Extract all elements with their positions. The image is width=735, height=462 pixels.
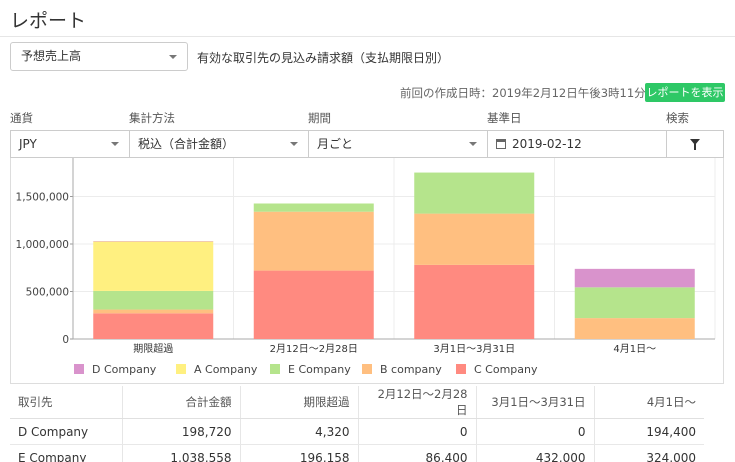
bar-segment	[574, 268, 695, 288]
bar-segment	[414, 264, 535, 339]
generated-time: 前回の作成日時：2019年2月12日午後3時11分	[400, 86, 646, 100]
page-title: レポート	[10, 10, 87, 32]
show-report-button[interactable]: レポートを表示	[645, 83, 725, 102]
legend-swatch	[456, 364, 466, 374]
stacked-bar-chart: 0 500,000 1,000,000 1,500,000 期限超過 2月12日〜2月28…	[16, 158, 716, 355]
chevron-down-icon	[290, 142, 298, 146]
x-tick-label: 3月1日〜3月31日	[433, 343, 515, 355]
legend-label: B company	[380, 363, 442, 376]
currency-select[interactable]: JPY	[10, 130, 130, 158]
chevron-down-icon	[169, 55, 177, 59]
y-tick-label: 500,000	[26, 287, 69, 299]
legend-item[interactable]: D Company	[74, 363, 156, 376]
x-tick-label: 4月1日〜	[613, 343, 656, 355]
table-cell: D Company	[10, 418, 123, 445]
report-select-value: 予想売上高	[21, 49, 82, 63]
currency-label: 通貨	[10, 111, 33, 125]
table-cell: 194,400	[594, 418, 704, 445]
method-value: 税込（合計金額）	[138, 137, 235, 151]
table-cell: 432,000	[476, 444, 595, 462]
search-label: 検索	[666, 111, 689, 125]
bar-segment	[253, 211, 374, 271]
legend-label: D Company	[92, 363, 157, 376]
title-divider	[0, 36, 735, 37]
data-table: 取引先 合計金額 期限超過 2月12日〜2月28日 3月1日〜3月31日 4月1…	[10, 386, 704, 462]
table-cell: 0	[476, 418, 595, 445]
table-cell: 198,720	[122, 418, 241, 445]
x-tick-label: 期限超過	[133, 342, 173, 355]
table-cell: 86,400	[358, 444, 477, 462]
legend-item[interactable]: E Company	[270, 363, 351, 376]
filter-icon	[690, 139, 700, 150]
bar-segment	[574, 318, 695, 339]
base-date-input[interactable]: 2019-02-12	[487, 130, 667, 158]
table-cell: 1,038,558	[122, 444, 241, 462]
legend-swatch	[74, 364, 84, 374]
legend-item[interactable]: B company	[362, 363, 442, 376]
table-header: 3月1日〜3月31日	[476, 386, 595, 419]
table-cell: 4,320	[240, 418, 359, 445]
table-cell: 324,000	[594, 444, 704, 462]
bar-segment	[253, 203, 374, 212]
table-header: 4月1日〜	[594, 386, 704, 419]
bar-segment	[93, 290, 214, 310]
table-header: 合計金額	[122, 386, 241, 419]
table-row: D Company 198,720 4,320 0 0 194,400	[10, 418, 704, 445]
base-date-value: 2019-02-12	[512, 137, 582, 151]
legend-swatch	[362, 364, 372, 374]
chevron-down-icon	[469, 142, 477, 146]
y-tick-label: 1,000,000	[16, 239, 69, 251]
currency-value: JPY	[19, 137, 37, 151]
method-select[interactable]: 税込（合計金額）	[129, 130, 309, 158]
legend-item[interactable]: A Company	[176, 363, 257, 376]
period-value: 月ごと	[317, 137, 354, 151]
bar-segment	[93, 241, 214, 291]
calendar-icon	[496, 139, 506, 149]
table-header: 期限超過	[240, 386, 359, 419]
report-select[interactable]: 予想売上高	[10, 42, 188, 71]
legend-swatch	[176, 364, 186, 374]
bar-segment	[93, 313, 214, 339]
period-select[interactable]: 月ごと	[308, 130, 488, 158]
table-header: 2月12日〜2月28日	[358, 386, 477, 419]
method-label: 集計方法	[129, 111, 175, 125]
legend-label: E Company	[288, 363, 351, 376]
legend-label: C Company	[474, 363, 538, 376]
y-tick-label: 1,500,000	[16, 192, 69, 204]
y-tick-label: 0	[62, 334, 69, 346]
bar-segment	[414, 172, 535, 214]
filter-bar: JPY 税込（合計金額） 月ごと 2019-02-12	[10, 130, 724, 158]
legend-swatch	[270, 364, 280, 374]
bar-segment	[93, 309, 214, 314]
search-filter-button[interactable]	[666, 130, 724, 158]
table-cell: 0	[358, 418, 477, 445]
table-cell: E Company	[10, 444, 123, 462]
x-tick-label: 2月12日〜2月28日	[270, 343, 358, 355]
base-date-label: 基準日	[487, 111, 522, 125]
table-cell: 196,158	[240, 444, 359, 462]
legend-item[interactable]: C Company	[456, 363, 538, 376]
table-header-row: 取引先 合計金額 期限超過 2月12日〜2月28日 3月1日〜3月31日 4月1…	[10, 386, 704, 419]
bar-segment	[414, 213, 535, 265]
report-description: 有効な取引先の見込み請求額（支払期限日別）	[197, 51, 450, 65]
table-header: 取引先	[10, 386, 123, 419]
bar-segment	[574, 287, 695, 319]
chevron-down-icon	[111, 142, 119, 146]
bar-segment	[253, 270, 374, 339]
period-label: 期間	[308, 111, 331, 125]
table-row: E Company 1,038,558 196,158 86,400 432,0…	[10, 444, 704, 462]
legend-label: A Company	[194, 363, 258, 376]
chart-container: 0 500,000 1,000,000 1,500,000 期限超過 2月12日〜2月28…	[10, 158, 724, 384]
